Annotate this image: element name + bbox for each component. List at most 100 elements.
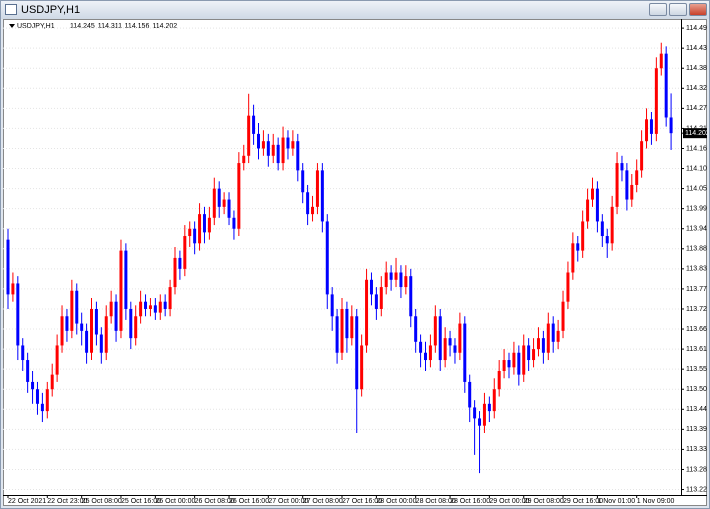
candle-body [620,163,624,171]
title-bar: USDJPY,H1 [1,1,709,19]
window-title: USDJPY,H1 [21,4,81,16]
x-tick-label: 25 Oct 16:00 [121,498,161,505]
candle-body [541,338,545,353]
candle-body [551,323,555,342]
candle-body [119,250,123,331]
candle-body [512,352,516,368]
candle-body [571,243,575,273]
candle-body [94,308,98,335]
candle-body [45,389,49,412]
candle-body [492,389,496,412]
candle-body [271,144,275,156]
header-open: 114.245 [70,23,95,30]
candle-body [654,68,658,134]
x-tick-label: 22 Oct 2021 [8,498,46,505]
x-tick-label: 29 Oct 08:00 [524,498,564,505]
candle-body [202,214,206,233]
candle-body [497,370,501,390]
y-tick-label: 113.390 [686,426,707,433]
header-symbol: USDJPY,H1 [17,23,55,30]
header-low: 114.156 [125,23,150,30]
candle-body [55,345,59,375]
candle-body [330,294,334,317]
y-tick-label: 114.435 [686,45,707,52]
y-tick-label: 113.885 [686,246,707,253]
chart: USDJPY,H1 114.245 114.311 114.156 114.202 11… [3,19,707,506]
candle-body [546,323,550,353]
y-tick-label: 113.280 [686,466,707,473]
candle-body [21,345,25,361]
candle-body [114,301,118,331]
candle-body [109,301,113,317]
candle-body [153,305,157,313]
candle-body [35,389,39,404]
candle-body [90,308,93,353]
window-icon [5,4,17,15]
y-tick-label: 113.335 [686,446,707,453]
candle-body [443,338,447,361]
candle-body [104,316,108,353]
candle-body [183,236,187,269]
candle-body [468,381,472,408]
candle-body [610,206,614,244]
candle-body [409,276,413,317]
y-tick-label: 113.830 [686,266,707,273]
y-tick-label: 113.720 [686,306,707,313]
y-tick-label: 114.490 [686,25,707,32]
candle-body [70,290,74,331]
candle-body [664,53,668,118]
x-tick-label: 26 Oct 00:00 [155,498,195,505]
candle-body [591,188,594,200]
candle-body [158,301,162,313]
y-tick-label: 113.940 [686,226,707,233]
candle-body [134,316,138,339]
x-tick-label: 1 Nov 09:00 [637,498,675,505]
candle-body [448,338,452,346]
y-tick-label: 113.445 [686,406,707,413]
candle-body [325,221,329,295]
y-tick-label: 113.665 [686,326,707,333]
candle-body [320,170,324,222]
maximize-button[interactable] [669,3,687,16]
candle-body [615,163,619,207]
candle-body [536,338,540,350]
x-tick-label: 28 Oct 08:00 [416,498,456,505]
candle-body [453,345,457,353]
candle-body [242,155,246,164]
y-tick-label: 113.225 [686,486,707,493]
candle-body [399,272,403,288]
candle-body [99,334,103,353]
candle-body [532,349,536,361]
candle-body [350,316,354,339]
candle-body [75,290,79,324]
candle-body [124,250,128,309]
candle-body [360,345,364,390]
x-tick-label: 25 Oct 08:00 [82,498,122,505]
candle-body [139,301,143,317]
candle-body [144,301,148,309]
candle-body [507,360,511,368]
candle-body [522,345,526,375]
candle-body [266,141,270,156]
candle-body [311,206,315,215]
candle-body [60,316,64,346]
candle-body [625,170,629,200]
candle-body [419,341,423,353]
candle-body [556,330,560,342]
candle-body [31,381,35,390]
candle-body [207,217,211,233]
close-button[interactable] [689,3,707,16]
minimize-button[interactable] [649,3,667,16]
candle-body [669,117,673,134]
candle-body [355,316,359,390]
candle-body [306,192,310,215]
candle-body [473,407,477,419]
candle-body [232,217,236,229]
candle-body [178,257,182,269]
candle-body [85,330,89,353]
candle-body [198,214,202,244]
candle-body [414,316,418,342]
y-tick-label: 114.380 [686,65,707,72]
y-tick-label: 113.995 [686,206,707,213]
candle-body [345,308,349,339]
